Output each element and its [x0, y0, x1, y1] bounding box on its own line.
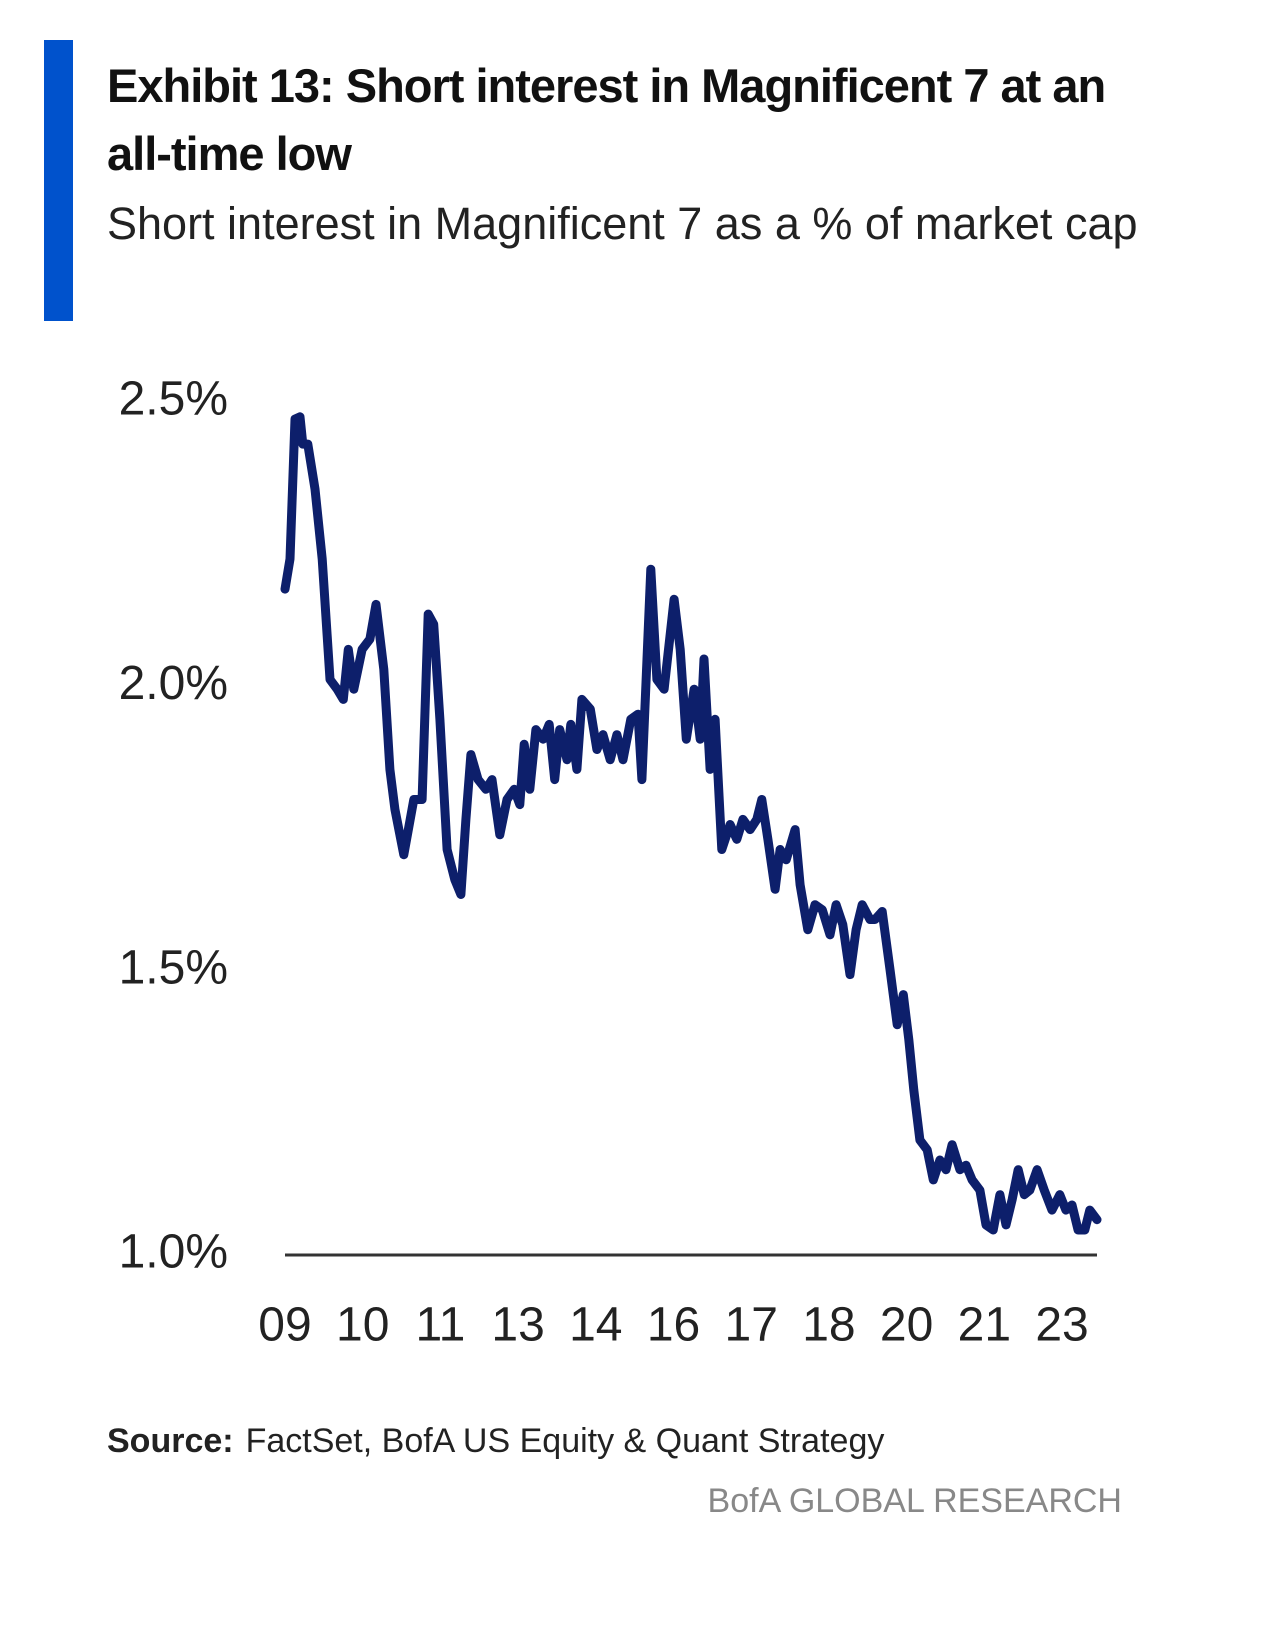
x-tick-label: 14: [569, 1299, 622, 1352]
x-tick-label: 18: [802, 1299, 855, 1352]
source-label: Source:: [107, 1422, 234, 1460]
y-tick-label: 2.5%: [119, 373, 228, 426]
x-tick-label: 09: [258, 1299, 311, 1352]
chart-title: Exhibit 13: Short interest in Magnificen…: [107, 59, 1106, 180]
chart-subtitle: Short interest in Magnificent 7 as a % o…: [107, 198, 1138, 249]
y-tick-label: 2.0%: [119, 657, 228, 710]
x-tick-label: 10: [336, 1299, 389, 1352]
y-tick-label: 1.0%: [119, 1226, 228, 1279]
x-tick-label: 20: [880, 1299, 933, 1352]
y-tick-label: 1.5%: [119, 941, 228, 994]
x-tick-label: 16: [647, 1299, 700, 1352]
accent-bar: [44, 40, 73, 321]
x-tick-label: 23: [1035, 1299, 1088, 1352]
chart: 1.0% 1.5% 2.0% 2.5% 09 10 11 13 14 16 17 18 20 21 23: [119, 373, 1102, 1352]
footer: BofA GLOBAL RESEARCH: [707, 1482, 1122, 1520]
x-tick-label: 21: [958, 1299, 1011, 1352]
x-tick-label: 11: [415, 1299, 465, 1352]
x-tick-label: 13: [491, 1299, 544, 1352]
source-text: FactSet, BofA US Equity & Quant Strategy: [245, 1422, 885, 1460]
data-line: [280, 412, 1102, 1235]
source: Source: FactSet, BofA US Equity & Quant S…: [107, 1422, 1147, 1461]
x-tick-label: 17: [725, 1299, 778, 1352]
